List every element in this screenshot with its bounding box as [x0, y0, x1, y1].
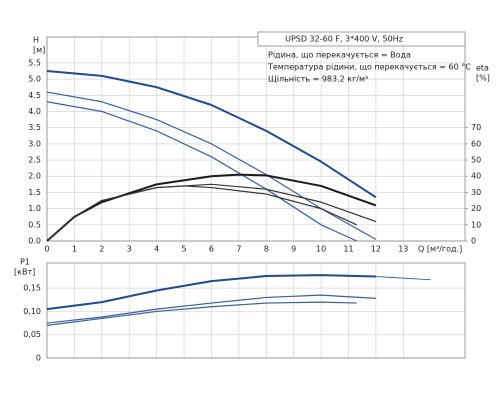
y2-tick-label: 20 [471, 204, 481, 213]
plot-frame [46, 262, 466, 359]
curve [46, 70, 377, 199]
y-label: H [33, 36, 39, 45]
x-tick-label: 8 [264, 245, 269, 254]
x-tick-label: 9 [291, 245, 296, 254]
y-tick-label: 3.5 [28, 123, 41, 132]
x-tick-label: 2 [99, 245, 104, 254]
x-tick-label: 10 [316, 245, 326, 254]
x-tick-label: 0 [44, 245, 49, 254]
x-label: Q [м³/год.] [418, 245, 462, 254]
x-tick-label: 13 [398, 245, 408, 254]
y-unit: [м] [33, 46, 45, 55]
info-box [257, 31, 466, 47]
x-tick-label: 5 [182, 245, 187, 254]
x-tick-label: 11 [343, 245, 353, 254]
y-tick-label: 1.5 [28, 188, 41, 197]
y-tick-label: 5.0 [28, 75, 41, 84]
y-tick-label: 2.5 [28, 156, 41, 165]
y-tick-label: 0,15 [23, 284, 41, 293]
y-label: P1 [20, 258, 30, 267]
y-tick-label: 5.5 [28, 58, 41, 67]
y-tick-label: 4.0 [28, 107, 41, 116]
info-line: Щільність = 983.2 кг/м³ [268, 75, 368, 84]
y-tick-label: 0 [36, 354, 41, 363]
y2-tick-label: 0 [471, 237, 476, 246]
y-tick-label: 0.5 [28, 220, 41, 229]
curve [46, 101, 357, 242]
y2-unit: [%] [476, 74, 490, 83]
y-tick-label: 0,05 [23, 330, 41, 339]
curve [46, 185, 357, 242]
y-tick-label: 3.0 [28, 139, 41, 148]
curve [375, 276, 431, 281]
x-tick-label: 1 [72, 245, 77, 254]
curve [46, 301, 357, 326]
plot-frame [46, 36, 466, 242]
info-title: UPSD 32-60 F, 3*400 V, 50Hz [285, 35, 403, 44]
x-tick-label: 4 [154, 245, 159, 254]
info-line: Рідина, що перекачується = Вода [268, 51, 411, 60]
y2-tick-label: 40 [471, 172, 481, 181]
y-tick-label: 1.0 [28, 204, 41, 213]
y-tick-label: 2.0 [28, 172, 41, 181]
y2-tick-label: 30 [471, 188, 481, 197]
y-tick-label: 4.5 [28, 91, 41, 100]
y-tick-label: 0.0 [28, 237, 41, 246]
y2-label: eta [476, 64, 489, 73]
x-tick-label: 7 [236, 245, 241, 254]
x-tick-label: 6 [209, 245, 214, 254]
x-tick-label: 3 [127, 245, 132, 254]
x-tick-label: 12 [371, 245, 381, 254]
y-tick-label: 0,10 [23, 307, 41, 316]
info-line: Температура рідини, що перекачується = 6… [267, 63, 471, 72]
y-unit: [кВт] [14, 268, 35, 277]
curve [46, 274, 376, 311]
y2-tick-label: 60 [471, 139, 481, 148]
y2-tick-label: 70 [471, 123, 481, 132]
curve [46, 294, 376, 324]
y2-tick-label: 10 [471, 220, 481, 229]
y2-tick-label: 50 [471, 156, 481, 165]
